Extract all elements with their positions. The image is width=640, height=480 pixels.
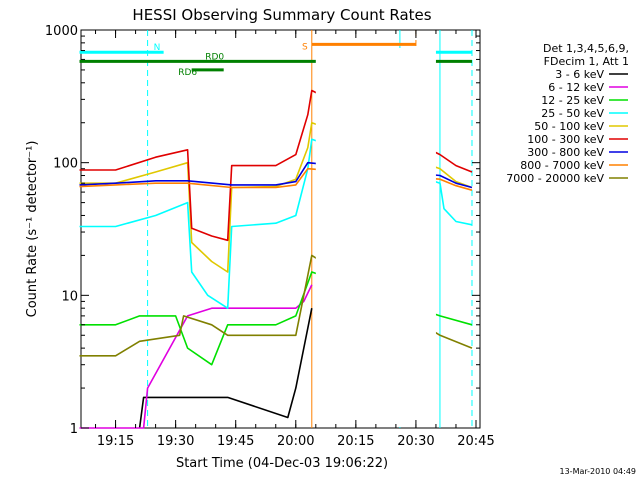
y-tick-label: 1000 — [45, 24, 78, 39]
series-line — [79, 167, 473, 191]
legend-header: FDecim 1, Att 1 — [544, 55, 629, 68]
x-tick-label: 20:15 — [337, 434, 374, 449]
annotation-label: RD6 — [178, 68, 197, 78]
annotation-label: N — [154, 43, 161, 53]
x-tick-label: 19:15 — [97, 434, 134, 449]
legend-label: 800 - 7000 keV — [520, 159, 604, 172]
legend-label: 6 - 12 keV — [548, 81, 604, 94]
y-tick-label: 1 — [70, 422, 78, 437]
footer-timestamp: 13-Mar-2010 04:49 — [560, 467, 637, 476]
y-tick-label: 10 — [61, 289, 78, 304]
plot-content: N S RD6 RD0 — [79, 30, 473, 429]
axes: 1 10 100 1000 19:15 19:30 19:45 20:00 20:15 20:30… — [45, 24, 495, 449]
x-tick-label: 20:45 — [457, 434, 494, 449]
legend-header: Det 1,3,4,5,6,9, — [543, 42, 629, 55]
chart-title: HESSI Observing Summary Count Rates — [132, 6, 431, 24]
x-tick-label: 20:30 — [397, 434, 434, 449]
y-tick-label: 100 — [53, 157, 78, 172]
series-line — [79, 138, 473, 310]
x-axis-label: Start Time (04-Dec-03 19:06:22) — [176, 456, 388, 471]
annotation-label: RD0 — [205, 52, 224, 62]
legend-label: 12 - 25 keV — [541, 94, 604, 107]
legend-label: 300 - 800 keV — [527, 146, 604, 159]
legend: Det 1,3,4,5,6,9,FDecim 1, Att 13 - 6 keV… — [506, 42, 629, 185]
x-tick-label: 19:45 — [217, 434, 254, 449]
plot-frame — [80, 29, 481, 429]
legend-label: 50 - 100 keV — [534, 120, 604, 133]
y-axis-label: Count Rate (s⁻¹ detector⁻¹) — [25, 141, 40, 318]
legend-label: 100 - 300 keV — [527, 133, 604, 146]
legend-label: 3 - 6 keV — [555, 68, 604, 81]
series-line — [138, 308, 313, 429]
series-line — [79, 161, 473, 189]
data-gap — [315, 48, 436, 427]
annotation-label: S — [302, 42, 308, 52]
legend-label: 7000 - 20000 keV — [506, 172, 604, 185]
legend-label: 25 - 50 keV — [541, 107, 604, 120]
x-tick-label: 19:30 — [157, 434, 194, 449]
x-tick-label: 20:00 — [277, 434, 314, 449]
